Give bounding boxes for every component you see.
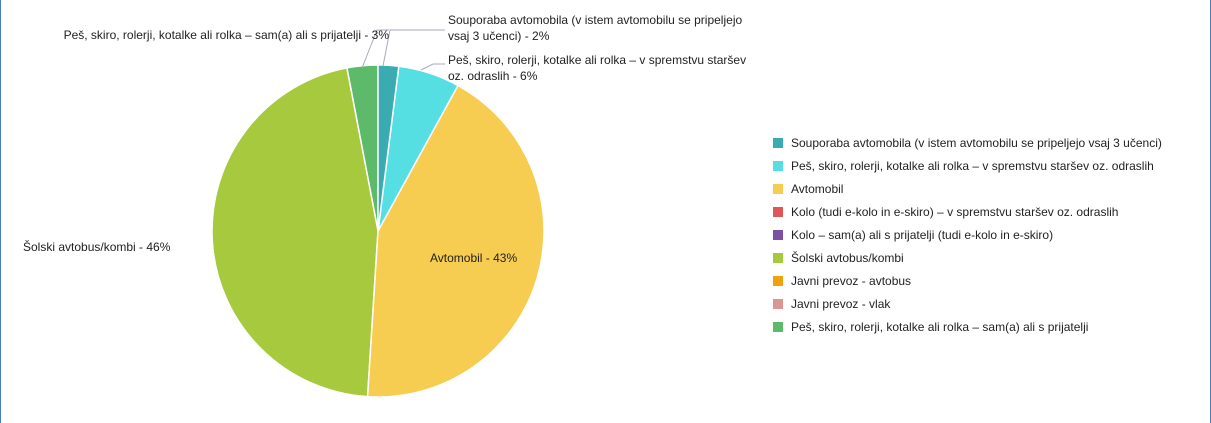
legend-item: Kolo – sam(a) ali s prijatelji (tudi e-k… bbox=[773, 228, 1053, 242]
legend-label: Šolski avtobus/kombi bbox=[791, 251, 904, 265]
data-label: Avtomobil - 43% bbox=[430, 251, 518, 265]
legend-swatch bbox=[773, 253, 783, 263]
legend-swatch bbox=[773, 322, 783, 332]
legend-label: Souporaba avtomobila (v istem avtomobilu… bbox=[791, 136, 1162, 150]
data-label: Peš, skiro, rolerji, kotalke ali rolka –… bbox=[63, 28, 389, 42]
legend-label: Javni prevoz - avtobus bbox=[791, 274, 912, 288]
legend-swatch bbox=[773, 184, 783, 194]
legend-label: Kolo (tudi e-kolo in e-skiro) – v sprems… bbox=[791, 205, 1119, 219]
legend-label: Javni prevoz - vlak bbox=[791, 297, 891, 311]
legend-item: Šolski avtobus/kombi bbox=[773, 251, 904, 265]
legend-label: Peš, skiro, rolerji, kotalke ali rolka –… bbox=[791, 320, 1089, 334]
legend-label: Avtomobil bbox=[791, 182, 844, 196]
legend-label: Peš, skiro, rolerji, kotalke ali rolka –… bbox=[791, 159, 1154, 173]
legend-item: Javni prevoz - vlak bbox=[773, 297, 890, 311]
leader-line bbox=[361, 29, 389, 69]
data-label: Peš, skiro, rolerji, kotalke ali rolka –… bbox=[448, 53, 747, 83]
legend-label: Kolo – sam(a) ali s prijatelji (tudi e-k… bbox=[791, 228, 1054, 242]
leader-line bbox=[382, 29, 445, 67]
legend-swatch bbox=[773, 299, 783, 309]
data-label: Šolski avtobus/kombi - 46% bbox=[23, 240, 171, 254]
legend-item: Peš, skiro, rolerji, kotalke ali rolka –… bbox=[773, 159, 1154, 173]
legend-item: Avtomobil bbox=[773, 182, 843, 196]
leader-line bbox=[420, 63, 445, 71]
legend-swatch bbox=[773, 276, 783, 286]
legend-item: Peš, skiro, rolerji, kotalke ali rolka –… bbox=[773, 320, 1088, 334]
legend-swatch bbox=[773, 138, 783, 148]
pie-slice bbox=[211, 67, 379, 398]
legend-swatch bbox=[773, 161, 783, 171]
legend-item: Souporaba avtomobila (v istem avtomobilu… bbox=[773, 136, 1162, 150]
pie-slice bbox=[366, 84, 545, 398]
legend-swatch bbox=[773, 230, 783, 240]
legend-item: Javni prevoz - avtobus bbox=[773, 274, 911, 288]
data-label: Souporaba avtomobila (v istem avtomobilu… bbox=[448, 13, 743, 43]
pie-slice bbox=[377, 64, 400, 232]
legend-swatch bbox=[773, 207, 783, 217]
legend-item: Kolo (tudi e-kolo in e-skiro) – v sprems… bbox=[773, 205, 1118, 219]
